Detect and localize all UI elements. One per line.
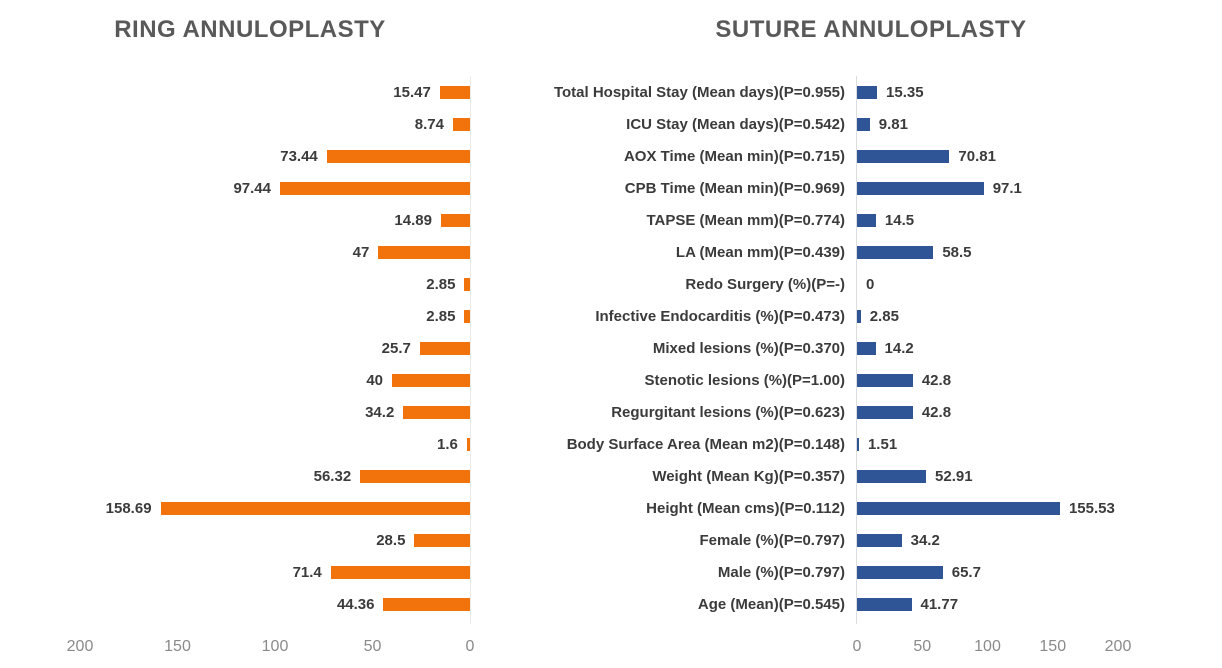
ring-bar [279, 182, 470, 195]
suture-value-label: 1.51 [867, 436, 898, 453]
suture-bar [857, 470, 927, 483]
suture-value-label: 34.2 [910, 532, 940, 549]
ring-value-label: 14.89 [394, 212, 432, 229]
ring-value-label: 56.32 [313, 468, 352, 485]
x-axis-tick: 200 [1104, 638, 1132, 655]
category-label: Male (%)(P=0.797) [717, 564, 845, 581]
ring-value-label: 40 [366, 372, 383, 389]
category-label: AOX Time (Mean min)(P=0.715) [623, 148, 845, 165]
ring-bar [414, 534, 470, 547]
ring-value-label: 71.4 [292, 564, 322, 581]
x-axis-tick: 0 [465, 638, 475, 655]
suture-value-label: 70.81 [958, 148, 996, 165]
suture-bar [857, 118, 870, 131]
suture-value-label: 14.5 [884, 212, 915, 229]
suture-value-label: 41.77 [920, 596, 959, 613]
x-axis-tick: 100 [974, 638, 1001, 655]
ring-bar [464, 278, 470, 291]
ring-bar [160, 502, 470, 515]
ring-value-label: 47 [352, 244, 370, 261]
category-label: Weight (Mean Kg)(P=0.357) [652, 468, 845, 485]
category-label: Female (%)(P=0.797) [699, 532, 845, 549]
ring-bar [466, 438, 470, 451]
ring-bar [419, 342, 470, 355]
category-label: Stenotic lesions (%)(P=1.00) [644, 372, 845, 389]
category-label: Age (Mean)(P=0.545) [697, 596, 845, 613]
suture-bar [857, 598, 912, 611]
ring-value-label: 97.44 [233, 180, 271, 197]
suture-value-label: 15.35 [886, 84, 924, 101]
ring-bar [360, 470, 470, 483]
ring-value-label: 2.85 [426, 276, 456, 293]
ring-bar [330, 566, 470, 579]
category-label: CPB Time (Mean min)(P=0.969) [624, 180, 845, 197]
ring-value-label: 2.85 [426, 308, 456, 325]
suture-value-label: 42.8 [921, 404, 952, 421]
x-axis-tick: 100 [261, 638, 289, 655]
ring-value-label: 8.74 [414, 116, 444, 133]
category-label: ICU Stay (Mean days)(P=0.542) [626, 116, 845, 133]
x-axis-tick: 150 [1039, 638, 1067, 655]
ring-value-label: 44.36 [336, 596, 375, 613]
suture-value-label: 58.5 [942, 244, 972, 261]
category-label: Regurgitant lesions (%)(P=0.623) [611, 404, 845, 421]
suture-bar [857, 438, 859, 451]
suture-bar [857, 374, 913, 387]
category-label: Height (Mean cms)(P=0.112) [646, 500, 845, 517]
suture-value-label: 97.1 [992, 180, 1022, 197]
ring-bar [392, 374, 470, 387]
suture-value-label: 2.85 [869, 308, 899, 325]
suture-chart-title: SUTURE ANNULOPLASTY [715, 16, 1027, 43]
suture-bar [857, 342, 876, 355]
x-axis-tick: 150 [164, 638, 191, 655]
ring-bar [439, 86, 470, 99]
category-label: Body Surface Area (Mean m2)(P=0.148) [566, 436, 845, 453]
ring-bar [383, 598, 470, 611]
x-axis-tick: 50 [363, 638, 382, 655]
suture-bar [857, 502, 1060, 515]
ring-bar [452, 118, 470, 131]
suture-bar [857, 86, 878, 99]
category-label: Redo Surgery (%)(P=-) [685, 276, 845, 293]
ring-chart-title: RING ANNULOPLASTY [114, 16, 386, 43]
suture-bar [857, 534, 902, 547]
x-axis-tick: 50 [913, 638, 932, 655]
suture-bar [857, 310, 861, 323]
x-axis-tick: 200 [66, 638, 94, 655]
suture-bar [857, 566, 943, 579]
ring-zero-axis-line [470, 76, 471, 624]
suture-value-label: 0 [866, 276, 875, 293]
ring-value-label: 25.7 [381, 340, 411, 357]
suture-bar [857, 150, 950, 163]
suture-value-label: 65.7 [951, 564, 981, 581]
suture-bar [857, 182, 984, 195]
suture-zero-axis-line [856, 76, 857, 624]
ring-value-label: 158.69 [105, 500, 152, 517]
ring-bar [378, 246, 470, 259]
ring-value-label: 15.47 [393, 84, 431, 101]
suture-value-label: 9.81 [878, 116, 908, 133]
ring-bar [440, 214, 470, 227]
ring-bar [326, 150, 470, 163]
suture-value-label: 155.53 [1068, 500, 1115, 517]
category-label: LA (Mean mm)(P=0.439) [675, 244, 845, 261]
suture-value-label: 14.2 [884, 340, 914, 357]
category-label: Infective Endocarditis (%)(P=0.473) [595, 308, 845, 325]
ring-value-label: 34.2 [365, 404, 395, 421]
category-label: TAPSE (Mean mm)(P=0.774) [646, 212, 845, 229]
ring-bar [464, 310, 470, 323]
suture-value-label: 52.91 [935, 468, 973, 485]
suture-bar [857, 214, 876, 227]
category-label: Total Hospital Stay (Mean days)(P=0.955) [553, 84, 845, 101]
x-axis-tick: 0 [852, 638, 862, 655]
ring-value-label: 1.6 [437, 436, 458, 453]
ring-bar [403, 406, 470, 419]
ring-value-label: 73.44 [280, 148, 318, 165]
suture-value-label: 42.8 [921, 372, 952, 389]
category-label: Mixed lesions (%)(P=0.370) [652, 340, 845, 357]
suture-bar [857, 406, 913, 419]
ring-value-label: 28.5 [376, 532, 406, 549]
suture-bar [857, 246, 934, 259]
